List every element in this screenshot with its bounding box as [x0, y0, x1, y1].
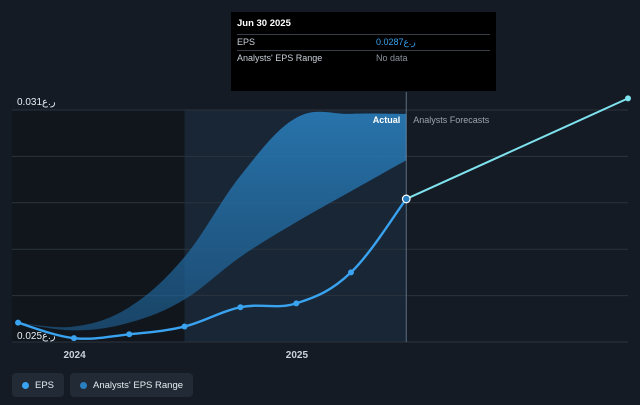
forecast-point[interactable] [625, 95, 631, 102]
eps-point[interactable] [401, 194, 411, 204]
tooltip-row-eps: EPS ر.ع0.0287 [237, 34, 490, 50]
x-tick-label-2025: 2025 [286, 350, 309, 361]
actual-label: Actual [373, 115, 401, 125]
eps-forecast-line [405, 97, 629, 200]
legend-item-eps-range[interactable]: Analysts' EPS Range [70, 373, 194, 397]
tooltip-date: Jun 30 2025 [237, 18, 291, 29]
eps-point[interactable] [347, 269, 354, 276]
eps-point[interactable] [293, 300, 300, 307]
hover-tooltip: Jun 30 2025 EPS ر.ع0.0287 Analysts' EPS … [231, 12, 496, 91]
x-tick-label-2024: 2024 [63, 350, 86, 361]
chart-legend: EPS Analysts' EPS Range [12, 373, 194, 397]
eps-range-area [18, 111, 407, 331]
eps-point[interactable] [237, 304, 244, 311]
legend-item-eps[interactable]: EPS [12, 373, 65, 397]
legend-range-label: Analysts' EPS Range [93, 379, 184, 391]
eps-point[interactable] [70, 335, 77, 342]
forecast-label: Analysts Forecasts [413, 115, 490, 125]
y-tick-label-bottom: ر.ع0.025 [17, 331, 56, 342]
legend-eps-dot-icon [22, 381, 29, 389]
eps-points [15, 95, 631, 342]
eps-point[interactable] [181, 323, 188, 330]
eps-point[interactable] [15, 319, 22, 326]
legend-eps-label: EPS [35, 379, 55, 391]
tooltip-eps-value: ر.ع0.0287 [376, 37, 416, 47]
legend-range-dot-icon [80, 381, 88, 389]
tooltip-row-range: Analysts' EPS Range No data [237, 50, 490, 65]
tooltip-range-value: No data [376, 53, 408, 63]
y-tick-label-top: ر.ع0.031 [17, 97, 56, 108]
tooltip-eps-label: EPS [237, 37, 256, 47]
eps-point[interactable] [126, 331, 133, 338]
tooltip-range-label: Analysts' EPS Range [237, 53, 323, 63]
